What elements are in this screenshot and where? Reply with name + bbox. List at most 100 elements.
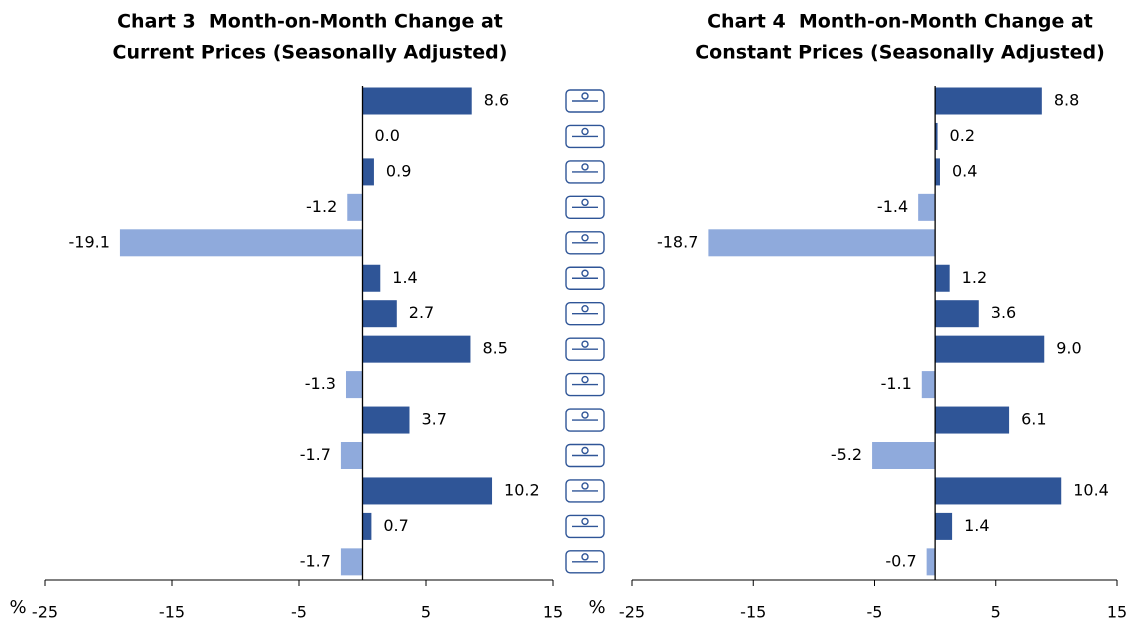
bar xyxy=(935,122,938,150)
category-icon xyxy=(565,266,605,290)
value-label: 8.5 xyxy=(482,339,507,358)
bar xyxy=(362,87,472,115)
bar xyxy=(340,442,363,469)
value-label: -1.2 xyxy=(306,197,337,216)
icon-detail xyxy=(581,234,589,242)
value-label: 10.2 xyxy=(504,480,540,499)
value-label: -1.1 xyxy=(881,374,912,393)
value-label: 8.6 xyxy=(484,91,509,110)
value-label: 0.0 xyxy=(375,126,400,145)
icon-body xyxy=(565,89,605,113)
icon-detail xyxy=(581,482,589,490)
icon-detail xyxy=(581,198,589,207)
bar xyxy=(362,512,372,540)
chart-title: Current Prices (Seasonally Adjusted) xyxy=(113,42,508,64)
value-label: -0.7 xyxy=(885,551,916,570)
category-icon xyxy=(565,408,605,432)
bar xyxy=(935,87,1042,115)
icon-body xyxy=(565,408,605,432)
bar xyxy=(926,548,936,576)
value-label: -1.3 xyxy=(305,374,336,393)
bar xyxy=(935,158,940,186)
icon-body xyxy=(565,337,605,361)
value-label: 0.2 xyxy=(950,126,975,145)
icon-detail xyxy=(581,517,589,526)
icon-detail xyxy=(581,163,589,171)
icon-detail xyxy=(581,305,589,313)
bar xyxy=(935,300,979,328)
category-icon xyxy=(565,550,605,574)
category-icon xyxy=(565,231,605,255)
axis-unit: % xyxy=(588,597,605,618)
icon-body xyxy=(565,160,605,184)
bar xyxy=(935,264,950,292)
bar xyxy=(347,193,363,221)
value-label: 3.7 xyxy=(421,410,446,429)
bar xyxy=(340,548,363,576)
icon-body xyxy=(565,195,605,220)
value-label: 6.1 xyxy=(1021,410,1046,429)
bar xyxy=(918,193,936,221)
chart-title: Constant Prices (Seasonally Adjusted) xyxy=(695,42,1105,64)
value-label: -1.7 xyxy=(300,551,331,570)
icon-detail xyxy=(581,411,589,419)
value-label: 10.4 xyxy=(1073,480,1109,499)
category-icon xyxy=(565,514,605,539)
value-label: 0.4 xyxy=(952,161,977,180)
category-icon xyxy=(565,479,605,503)
value-label: 3.6 xyxy=(991,303,1016,322)
bar xyxy=(921,371,936,399)
icon-detail xyxy=(581,269,589,277)
bar xyxy=(362,300,397,328)
value-label: 2.7 xyxy=(409,303,434,322)
x-tick-label: -25 xyxy=(619,603,645,622)
bar xyxy=(362,264,381,292)
category-icon xyxy=(565,195,605,220)
icon-body xyxy=(565,124,605,149)
axis-unit: % xyxy=(9,597,26,618)
icon-detail xyxy=(581,127,589,136)
icon-body xyxy=(565,550,605,574)
x-tick-label: 5 xyxy=(421,603,431,622)
category-icon xyxy=(565,337,605,361)
category-icon xyxy=(565,443,605,468)
value-label: -1.4 xyxy=(877,197,908,216)
icon-body xyxy=(565,372,605,397)
value-label: -1.7 xyxy=(300,445,331,464)
bar xyxy=(119,229,363,257)
bar xyxy=(362,335,471,363)
icon-detail xyxy=(581,446,589,455)
icon-detail xyxy=(581,92,589,100)
value-label: 9.0 xyxy=(1056,339,1081,358)
icon-body xyxy=(565,302,605,326)
bar xyxy=(935,477,1062,505)
bar xyxy=(362,477,493,505)
bar xyxy=(935,335,1045,363)
icon-detail xyxy=(581,375,589,384)
icon-detail xyxy=(581,553,589,561)
category-icon xyxy=(565,160,605,184)
icon-body xyxy=(565,266,605,290)
x-tick-label: -5 xyxy=(867,603,883,622)
x-tick-label: -15 xyxy=(740,603,766,622)
chart-title: Chart 4 Month-on-Month Change at xyxy=(707,11,1093,33)
icon-body xyxy=(565,231,605,255)
category-icon xyxy=(565,372,605,397)
icon-detail xyxy=(581,340,589,348)
bar xyxy=(362,158,374,186)
bar xyxy=(345,371,363,399)
value-label: 8.8 xyxy=(1054,91,1079,110)
icon-body xyxy=(565,514,605,539)
value-label: -5.2 xyxy=(831,445,862,464)
icon-body xyxy=(565,443,605,468)
value-label: -18.7 xyxy=(657,232,698,251)
value-label: 0.7 xyxy=(383,516,408,535)
category-icon xyxy=(565,89,605,113)
value-label: 0.9 xyxy=(386,161,411,180)
category-icon xyxy=(565,124,605,149)
x-tick-label: -15 xyxy=(159,603,185,622)
value-label: 1.2 xyxy=(962,268,987,287)
bar xyxy=(362,406,410,434)
bar xyxy=(872,442,936,469)
